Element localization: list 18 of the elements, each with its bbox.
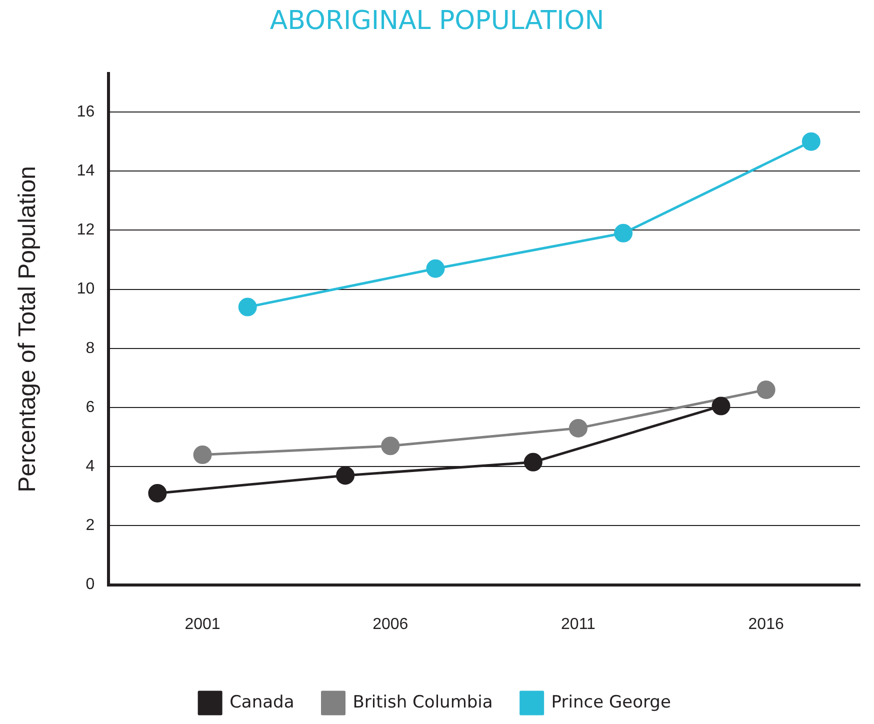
y-axis-title: Percentage of Total Population <box>14 166 42 492</box>
x-tick-label: 2016 <box>748 616 784 633</box>
y-tick-label: 16 <box>76 103 95 120</box>
y-tick-label: 0 <box>86 576 95 594</box>
x-tick-label: 2006 <box>372 616 408 633</box>
legend-label: Prince George <box>551 692 671 712</box>
y-tick-label: 2 <box>86 517 95 534</box>
y-tick-label: 8 <box>86 340 95 357</box>
legend-label: Canada <box>230 692 294 712</box>
y-tick-label: 6 <box>86 398 95 416</box>
x-tick-label: 2001 <box>184 616 220 633</box>
y-tick-label: 12 <box>76 222 95 239</box>
legend-label: British Columbia <box>352 692 493 712</box>
y-tick-label: 4 <box>86 458 95 476</box>
y-tick-label: 14 <box>76 162 95 180</box>
x-tick-label: 2011 <box>561 616 596 633</box>
y-tick-label: 10 <box>76 280 95 298</box>
chart-title: ABORIGINAL POPULATION <box>268 6 606 36</box>
